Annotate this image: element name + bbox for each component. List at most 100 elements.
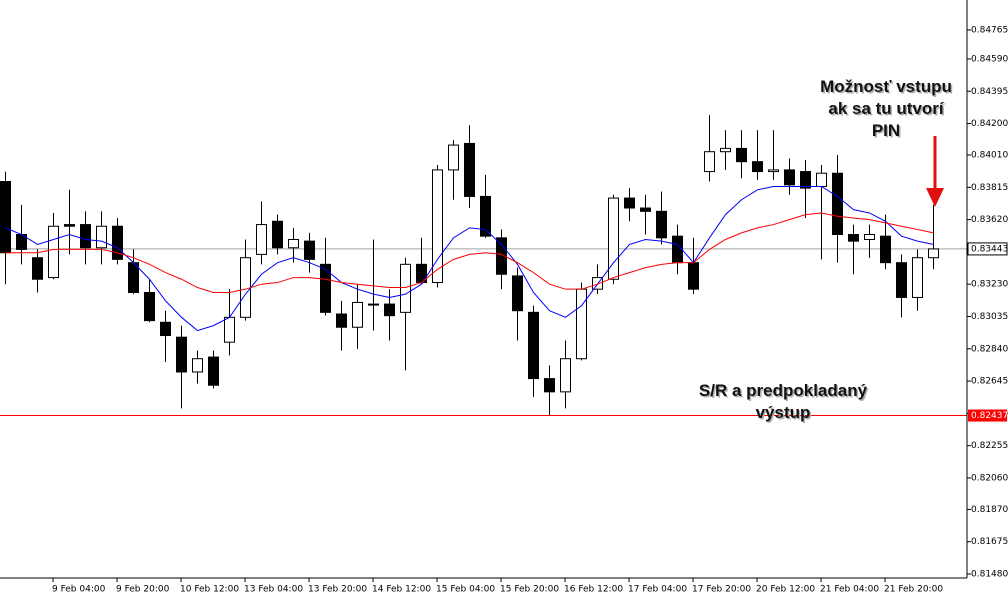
annotation: PIN (872, 121, 900, 140)
candle-body (464, 142, 475, 197)
annotation: Možnosť vstupu (820, 77, 952, 96)
candle-body (544, 378, 555, 393)
x-tick-label: 17 Feb 04:00 (628, 585, 687, 595)
annotation: výstup (756, 403, 811, 422)
annotation: S/R a predpokladaný (699, 381, 868, 400)
candle-body (240, 257, 251, 318)
candle-body (336, 313, 347, 328)
annotation-shadow: ak sa tu utvorí (830, 101, 947, 120)
y-tick-label: 0.84010 (971, 151, 1008, 161)
candle-body (320, 263, 331, 313)
candle-body (144, 291, 155, 322)
level-box (968, 409, 1007, 422)
y-tick-label: 0.81480 (971, 570, 1008, 580)
candle-body (256, 224, 267, 255)
candle-body (96, 225, 107, 249)
annotation-shadow: PIN (873, 123, 901, 142)
candle-body (112, 225, 123, 260)
candle-body (352, 301, 363, 328)
y-tick-label: 0.81675 (971, 537, 1008, 547)
candle-body (576, 288, 587, 360)
candle-body (752, 161, 763, 173)
annotation-shadow: výstup (757, 405, 812, 424)
candle-body (896, 262, 907, 298)
x-tick-label: 20 Feb 12:00 (756, 585, 815, 595)
candle-body (768, 169, 779, 173)
arrow-head (926, 188, 944, 207)
candle-body (128, 262, 139, 293)
candle-body (912, 257, 923, 298)
candle-body (160, 321, 171, 337)
x-tick-label: 13 Feb 20:00 (308, 585, 367, 595)
candle-body (720, 147, 731, 153)
candle-body (640, 207, 651, 212)
current-price-label: 0.83443 (971, 244, 1008, 254)
x-tick-label: 21 Feb 20:00 (884, 585, 943, 595)
candle-body (688, 262, 699, 290)
candle-body (208, 356, 219, 386)
candle-body (656, 210, 667, 239)
moving-average (5, 212, 934, 293)
candle-body (512, 275, 523, 312)
candle-body (784, 169, 795, 186)
x-tick-label: 9 Feb 20:00 (116, 585, 170, 595)
x-tick-label: 14 Feb 12:00 (372, 585, 431, 595)
y-tick-label: 0.84395 (971, 87, 1008, 97)
candle-body (176, 336, 187, 373)
candle-body (560, 358, 571, 393)
y-tick-label: 0.82255 (971, 441, 1008, 451)
candle-body (304, 240, 315, 260)
candle-body (736, 147, 747, 163)
candle-body (400, 263, 411, 313)
candle-body (368, 303, 379, 306)
candle-body (624, 197, 635, 209)
x-tick-label: 9 Feb 04:00 (52, 585, 106, 595)
candle-body (432, 169, 443, 284)
candle-body (64, 224, 75, 227)
candle-body (880, 235, 891, 264)
x-tick-label: 13 Feb 04:00 (244, 585, 303, 595)
candle-body (816, 172, 827, 187)
candle-body (224, 316, 235, 343)
candle-body (480, 195, 491, 237)
moving-average (5, 185, 934, 332)
candle-body (800, 171, 811, 189)
candle-body (864, 234, 875, 240)
candle-body (192, 358, 203, 373)
x-tick-label: 15 Feb 20:00 (500, 585, 559, 595)
candle-body (32, 257, 43, 280)
candle-body (272, 220, 283, 249)
candle-body (672, 235, 683, 264)
candle-body (704, 151, 715, 173)
y-tick-label: 0.83035 (971, 312, 1008, 322)
y-tick-label: 0.82060 (971, 473, 1008, 483)
y-tick-label: 0.82840 (971, 344, 1008, 354)
candle-body (384, 303, 395, 317)
y-tick-label: 0.84765 (971, 25, 1008, 35)
x-tick-label: 17 Feb 20:00 (692, 585, 751, 595)
y-tick-label: 0.84590 (971, 54, 1008, 64)
y-tick-label: 0.82645 (971, 377, 1008, 387)
y-tick-label: 0.84200 (971, 119, 1008, 129)
candle-body (48, 225, 59, 279)
candle-body (288, 238, 299, 249)
candle-body (496, 237, 507, 275)
y-tick-label: 0.81870 (971, 505, 1008, 515)
annotation-shadow: Možnosť vstupu (822, 79, 954, 98)
x-tick-label: 15 Feb 04:00 (436, 585, 495, 595)
candle-body (0, 181, 11, 254)
candle-body (928, 248, 939, 259)
candle-body (528, 311, 539, 380)
candle-body (608, 197, 619, 280)
level-label: 0.82437 (971, 411, 1008, 421)
x-tick-label: 21 Feb 04:00 (820, 585, 879, 595)
x-tick-label: 16 Feb 12:00 (564, 585, 623, 595)
annotation-shadow: S/R a predpokladaný (700, 383, 869, 402)
candle-body (448, 144, 459, 171)
candle-body (832, 172, 843, 236)
y-tick-label: 0.83230 (971, 280, 1008, 290)
candle-body (80, 224, 91, 249)
